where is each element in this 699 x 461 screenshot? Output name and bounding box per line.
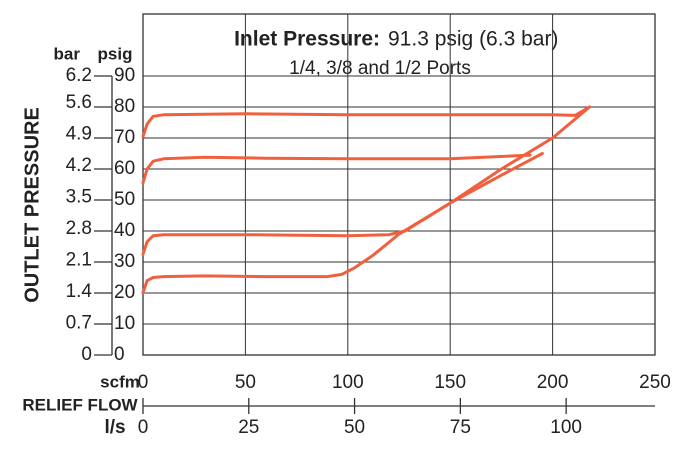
chart-subtitle: 1/4, 3/8 and 1/2 Ports: [289, 58, 471, 79]
y-tick-label: 90: [114, 65, 135, 86]
data-line: [141, 105, 591, 138]
chart-title: Inlet Pressure:: [234, 28, 380, 51]
y2-unit: bar: [54, 44, 81, 63]
x-tick-label: 50: [235, 372, 256, 393]
y-tick-label: 0: [114, 344, 125, 365]
x2-tick-label: 75: [450, 417, 471, 438]
x2-tick-label: 100: [550, 417, 582, 438]
data-line: [141, 105, 591, 295]
y2-tick-label: 6.2: [66, 65, 92, 86]
y-tick-label: 40: [114, 220, 135, 241]
x-tick-label: 100: [332, 372, 364, 393]
y2-tick-label: 4.9: [66, 124, 92, 145]
y2-tick-label: 0.7: [66, 313, 92, 334]
x2-unit: l/s: [104, 417, 125, 438]
chart-title-value: 91.3 psig (6.3 bar): [388, 28, 558, 51]
y-tick-label: 30: [114, 251, 135, 272]
x-tick-label: 0: [138, 372, 149, 393]
y-tick-label: 60: [114, 158, 135, 179]
x2-tick-label: 0: [138, 417, 149, 438]
x-tick-label: 150: [434, 372, 466, 393]
y2-tick-label: 2.1: [66, 250, 92, 271]
y2-tick-label: 2.8: [66, 218, 92, 239]
x-axis-label: RELIEF FLOW: [22, 395, 138, 414]
y-tick-label: 80: [114, 96, 135, 117]
y2-tick-label: 1.4: [66, 281, 93, 302]
data-line: [141, 153, 532, 185]
y-unit: psig: [98, 44, 133, 63]
x-unit: scfm: [100, 372, 140, 391]
y-tick-label: 70: [114, 127, 135, 148]
x2-tick-label: 50: [344, 417, 365, 438]
x-tick-label: 200: [537, 372, 569, 393]
y2-tick-label: 5.6: [66, 92, 92, 113]
y-axis-label: OUTLET PRESSURE: [21, 107, 43, 303]
y-tick-label: 50: [114, 189, 135, 210]
y2-tick-label: 4.2: [66, 155, 92, 176]
x-tick-label: 250: [639, 372, 671, 393]
y-tick-label: 20: [114, 282, 135, 303]
y2-tick-label: 3.5: [66, 187, 92, 208]
y2-tick-label: 0: [81, 344, 92, 365]
data-line: [141, 152, 544, 256]
x2-tick-label: 25: [238, 417, 259, 438]
y-tick-label: 10: [114, 313, 135, 334]
